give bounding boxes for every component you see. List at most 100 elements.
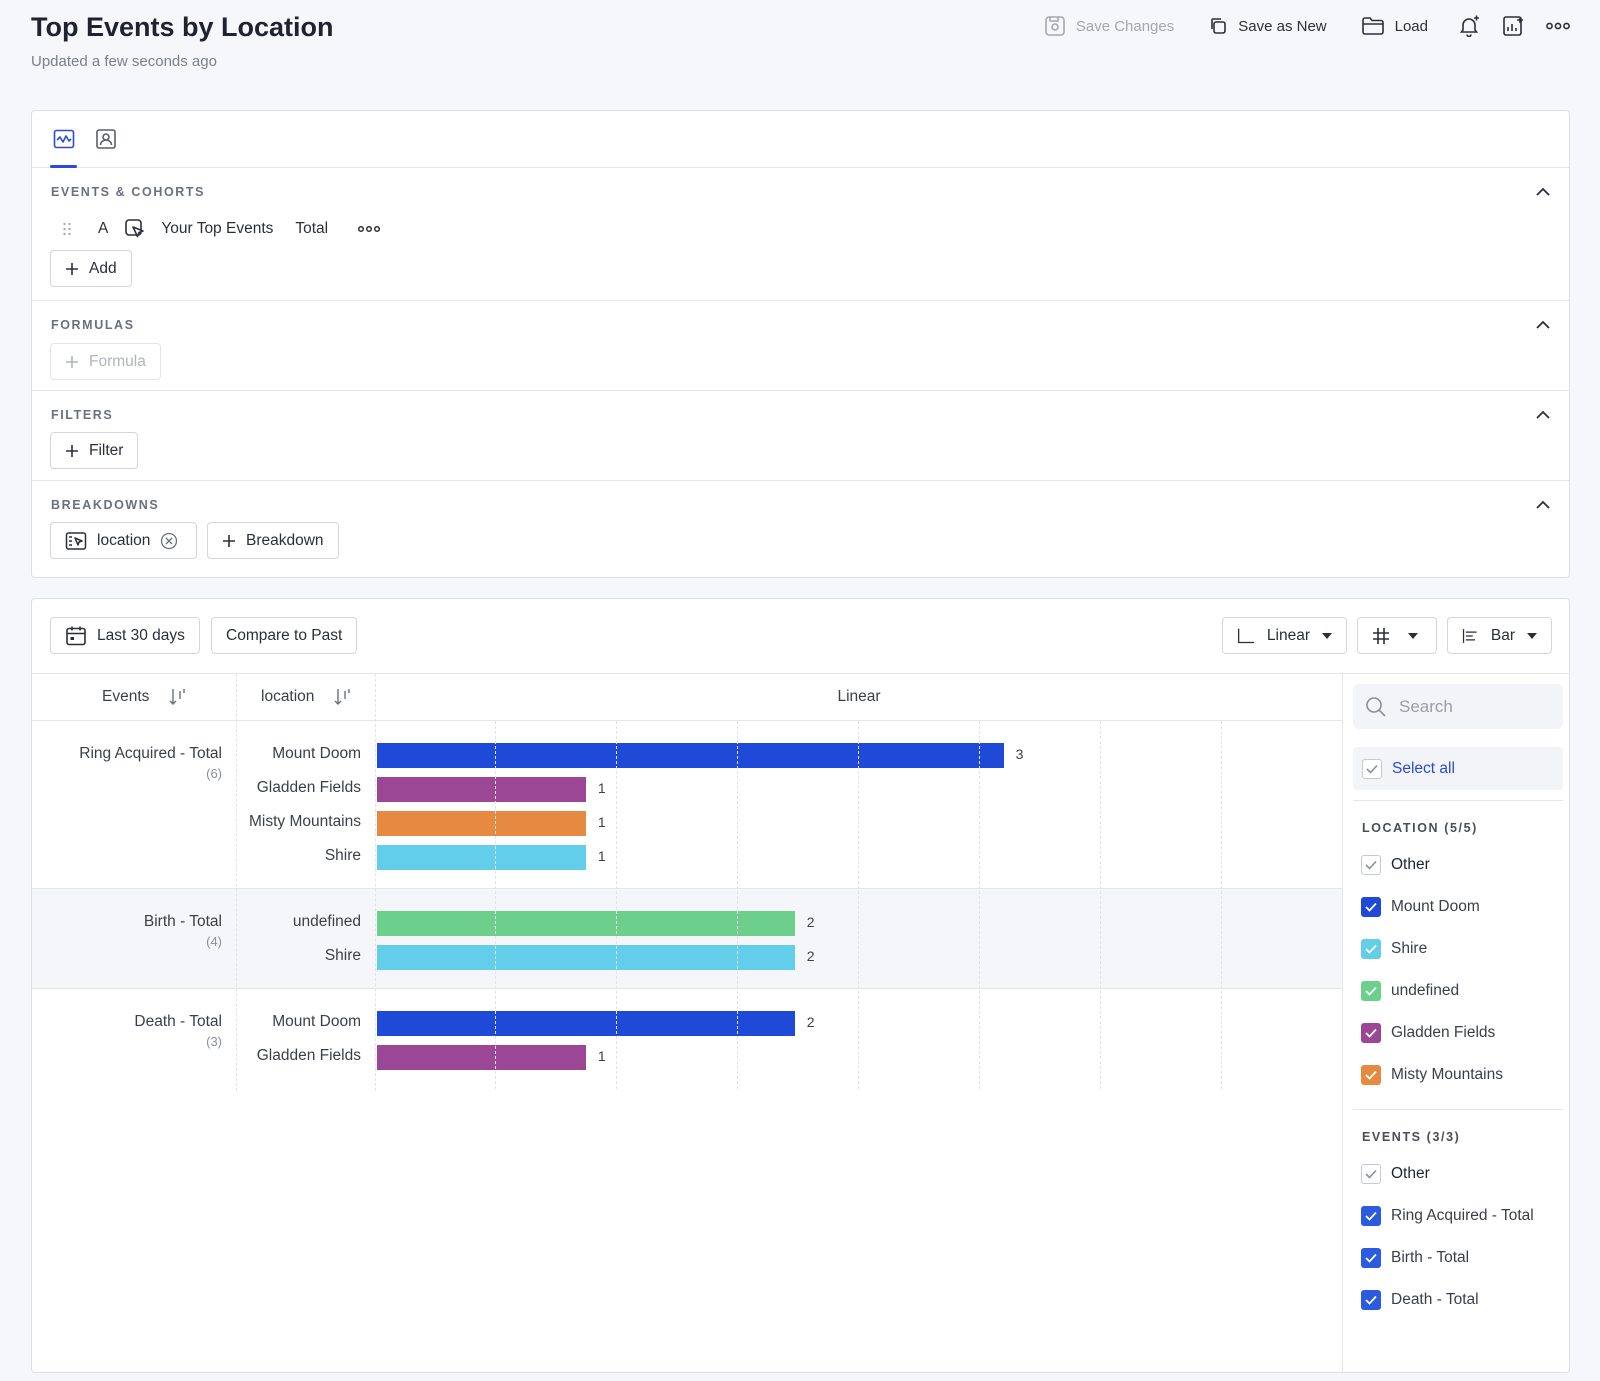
location-column-header[interactable]: location: [261, 688, 352, 706]
event-letter: A: [98, 220, 109, 237]
load-button[interactable]: Load: [1361, 16, 1428, 36]
tab-events[interactable]: [52, 127, 76, 151]
check-icon: [1365, 1028, 1377, 1038]
legend-item-label: Mount Doom: [1391, 898, 1480, 915]
sort-icon[interactable]: [334, 688, 352, 706]
event-more-icon[interactable]: [358, 225, 381, 233]
location-legend-item[interactable]: Mount Doom: [1361, 897, 1480, 917]
location-legend-item[interactable]: Other: [1361, 855, 1430, 875]
legend-checkbox[interactable]: [1361, 981, 1381, 1001]
event-group: Death - Total (3) Mount Doom 2 Gladden Field…: [32, 989, 1342, 1089]
table-header: Events location Linear: [32, 674, 1342, 721]
drag-handle-icon[interactable]: [62, 222, 72, 236]
event-group-name: Death - Total: [134, 1013, 222, 1030]
collapse-filters-button[interactable]: [1535, 407, 1551, 425]
query-tabs: [32, 111, 1569, 168]
bar[interactable]: [377, 743, 1004, 768]
bar[interactable]: [377, 811, 586, 836]
legend-checkbox[interactable]: [1361, 1065, 1381, 1085]
scale-dropdown[interactable]: Linear: [1222, 617, 1347, 654]
legend-item-label: Other: [1391, 1165, 1430, 1182]
remove-icon[interactable]: [160, 532, 178, 550]
legend-checkbox[interactable]: [1361, 855, 1381, 875]
cursor-click-icon: [125, 219, 145, 238]
legend-checkbox[interactable]: [1361, 897, 1381, 917]
add-filter-button[interactable]: Filter: [50, 432, 139, 469]
gridline: [737, 721, 738, 1089]
location-legend-title: LOCATION (5/5): [1362, 821, 1478, 835]
add-breakdown-button[interactable]: Breakdown: [207, 522, 339, 559]
collapse-formulas-button[interactable]: [1535, 317, 1551, 335]
plus-icon: [223, 534, 235, 547]
event-legend-item[interactable]: Other: [1361, 1164, 1430, 1184]
legend-checkbox[interactable]: [1361, 1290, 1381, 1310]
bar-value-label: 1: [597, 848, 606, 864]
legend-item-label: Birth - Total: [1391, 1249, 1470, 1266]
caret-down-icon: [1527, 632, 1537, 639]
collapse-events-button[interactable]: [1535, 184, 1551, 202]
add-event-button[interactable]: Add: [50, 250, 132, 287]
location-legend-item[interactable]: Gladden Fields: [1361, 1023, 1495, 1043]
save-changes-button[interactable]: Save Changes: [1044, 15, 1174, 37]
chart-type-dropdown[interactable]: Bar: [1447, 617, 1552, 654]
legend-checkbox[interactable]: [1361, 1248, 1381, 1268]
legend-checkbox[interactable]: [1361, 1164, 1381, 1184]
line-chart-icon: [53, 129, 75, 149]
legend-search-input[interactable]: [1399, 696, 1549, 717]
event-legend-item[interactable]: Death - Total: [1361, 1290, 1479, 1310]
bar[interactable]: [377, 945, 795, 970]
more-options-button[interactable]: [1546, 21, 1570, 31]
collapse-breakdowns-button[interactable]: [1535, 497, 1551, 515]
add-formula-button[interactable]: Formula: [50, 343, 161, 380]
bar-value-label: 1: [597, 1048, 606, 1064]
property-icon: [65, 531, 87, 550]
save-changes-label: Save Changes: [1075, 17, 1175, 35]
header-actions: Save Changes Save as New Load: [1010, 12, 1570, 40]
sort-icon[interactable]: [169, 688, 187, 706]
legend-checkbox[interactable]: [1361, 1206, 1381, 1226]
add-to-board-button[interactable]: [1502, 15, 1524, 37]
plus-icon: [66, 355, 78, 368]
formulas-section: FORMULAS Formula: [32, 301, 1569, 391]
check-icon: [1365, 1253, 1377, 1263]
event-measure[interactable]: Total: [295, 220, 329, 237]
bar[interactable]: [377, 1045, 586, 1070]
check-icon: [1365, 944, 1377, 954]
location-legend-item[interactable]: undefined: [1361, 981, 1459, 1001]
location-legend-item[interactable]: Misty Mountains: [1361, 1065, 1503, 1085]
legend-checkbox[interactable]: [1361, 1023, 1381, 1043]
event-name[interactable]: Your Top Events: [161, 220, 274, 237]
bar-value-label: 2: [806, 948, 815, 964]
event-legend-item[interactable]: Birth - Total: [1361, 1248, 1469, 1268]
save-as-new-button[interactable]: Save as New: [1208, 16, 1327, 36]
event-group-name: Birth - Total: [143, 913, 222, 930]
bar-value-label: 2: [806, 1014, 815, 1030]
events-legend-title: EVENTS (3/3): [1362, 1130, 1461, 1144]
legend-search[interactable]: [1353, 684, 1563, 729]
chart-toolbar: Last 30 days Compare to Past Linear Bar: [32, 599, 1569, 674]
tab-users[interactable]: [94, 127, 118, 151]
date-range-label: Last 30 days: [97, 626, 185, 644]
event-legend-item[interactable]: Ring Acquired - Total: [1361, 1206, 1534, 1226]
compare-to-past-button[interactable]: Compare to Past: [211, 617, 358, 654]
location-legend-item[interactable]: Shire: [1361, 939, 1427, 959]
bar[interactable]: [377, 845, 586, 870]
check-icon: [1365, 860, 1377, 870]
legend-checkbox[interactable]: [1361, 939, 1381, 959]
number-format-dropdown[interactable]: [1357, 617, 1437, 654]
bar[interactable]: [377, 911, 795, 936]
breakdown-chip-location[interactable]: location: [50, 522, 197, 559]
bar[interactable]: [377, 1011, 795, 1036]
alert-button[interactable]: [1458, 15, 1480, 37]
select-all-checkbox[interactable]: [1362, 758, 1382, 779]
legend-item-label: Ring Acquired - Total: [1391, 1207, 1534, 1224]
load-label: Load: [1394, 17, 1428, 35]
events-column-header[interactable]: Events: [102, 688, 187, 706]
select-all-toggle[interactable]: Select all: [1353, 747, 1563, 790]
location-label: Gladden Fields: [256, 1047, 361, 1064]
location-label: undefined: [292, 913, 361, 930]
date-range-button[interactable]: Last 30 days: [50, 617, 200, 654]
legend-item-label: Other: [1391, 856, 1430, 873]
event-group: Birth - Total (4) undefined 2 Shire 2: [32, 889, 1342, 989]
bar[interactable]: [377, 777, 586, 802]
